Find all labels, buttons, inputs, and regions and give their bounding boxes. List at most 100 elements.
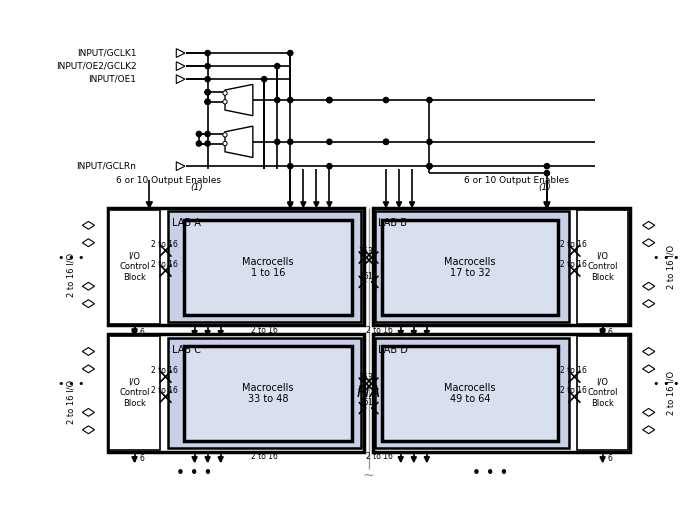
Bar	[109, 210, 160, 324]
Polygon shape	[82, 221, 95, 229]
Polygon shape	[192, 330, 197, 336]
Polygon shape	[424, 330, 430, 336]
Text: 2 to 16: 2 to 16	[560, 260, 586, 269]
Circle shape	[288, 51, 293, 56]
Text: 16: 16	[359, 398, 369, 407]
Text: 2 to 16: 2 to 16	[251, 326, 277, 335]
Circle shape	[427, 163, 432, 169]
Circle shape	[262, 77, 267, 82]
Bar	[373, 334, 630, 452]
Polygon shape	[313, 202, 319, 207]
Text: 2 to 16: 2 to 16	[365, 452, 392, 461]
Text: (1): (1)	[539, 183, 552, 192]
Circle shape	[205, 51, 210, 56]
Text: • • •: • • •	[57, 253, 84, 263]
Bar	[373, 208, 630, 325]
Text: 6 or 10 Output Enables: 6 or 10 Output Enables	[464, 175, 569, 185]
Polygon shape	[383, 202, 389, 207]
Text: LAB A: LAB A	[172, 218, 201, 228]
Polygon shape	[82, 426, 95, 434]
Text: 16: 16	[367, 398, 377, 407]
Text: 2 to 16 I/O: 2 to 16 I/O	[667, 371, 676, 415]
Text: 2 to 16 I/O: 2 to 16 I/O	[66, 253, 75, 298]
Circle shape	[427, 98, 432, 103]
Text: • • •: • • •	[653, 253, 680, 263]
Polygon shape	[327, 202, 332, 207]
Polygon shape	[82, 282, 95, 290]
Polygon shape	[411, 330, 417, 336]
Circle shape	[205, 99, 210, 104]
Bar	[109, 336, 160, 450]
Circle shape	[223, 91, 227, 95]
Circle shape	[205, 132, 210, 137]
Polygon shape	[225, 85, 253, 116]
Polygon shape	[82, 348, 95, 355]
Text: 16: 16	[359, 272, 369, 281]
Circle shape	[197, 141, 201, 146]
Text: I/O
Control
Block: I/O Control Block	[588, 378, 618, 408]
Circle shape	[288, 98, 293, 103]
Bar	[184, 346, 352, 441]
Polygon shape	[176, 75, 185, 84]
Text: • • •: • • •	[57, 379, 84, 389]
Text: 6: 6	[139, 328, 144, 337]
Polygon shape	[424, 457, 430, 462]
Text: LAB D: LAB D	[378, 345, 408, 354]
Text: Macrocells
33 to 48: Macrocells 33 to 48	[242, 383, 294, 405]
Text: 6: 6	[139, 454, 144, 463]
Text: 2 to 16: 2 to 16	[151, 386, 178, 395]
Circle shape	[223, 141, 227, 146]
Polygon shape	[398, 457, 403, 462]
Polygon shape	[643, 282, 655, 290]
Text: • • •: • • •	[653, 379, 680, 389]
Circle shape	[383, 98, 389, 103]
Text: I/O
Control
Block: I/O Control Block	[119, 252, 149, 281]
Polygon shape	[397, 202, 401, 207]
Circle shape	[205, 64, 210, 69]
Text: PIA: PIA	[356, 385, 381, 400]
Polygon shape	[398, 330, 403, 336]
Text: 6 or 10 Output Enables: 6 or 10 Output Enables	[116, 175, 221, 185]
Circle shape	[383, 139, 389, 145]
Text: 2 to 16 I/O: 2 to 16 I/O	[667, 245, 676, 289]
Circle shape	[205, 99, 210, 104]
Text: 36: 36	[359, 373, 369, 382]
Text: 36: 36	[367, 373, 377, 382]
Text: • • •: • • •	[176, 466, 212, 481]
Text: 2 to 16: 2 to 16	[151, 366, 178, 375]
Polygon shape	[146, 202, 152, 208]
Text: INPUT/GCLK1: INPUT/GCLK1	[77, 49, 136, 57]
Circle shape	[327, 163, 332, 169]
Polygon shape	[410, 202, 415, 207]
Circle shape	[327, 98, 332, 103]
Polygon shape	[643, 365, 655, 373]
Circle shape	[327, 139, 332, 145]
Polygon shape	[301, 202, 306, 207]
Polygon shape	[411, 457, 417, 462]
Circle shape	[205, 141, 210, 146]
Bar	[184, 220, 352, 315]
Circle shape	[288, 139, 293, 145]
Circle shape	[327, 98, 332, 103]
Polygon shape	[600, 329, 606, 334]
Polygon shape	[192, 457, 197, 462]
Polygon shape	[218, 330, 224, 336]
Circle shape	[545, 171, 549, 176]
Polygon shape	[643, 408, 655, 417]
Text: 2 to 16: 2 to 16	[560, 386, 586, 395]
Text: Macrocells
49 to 64: Macrocells 49 to 64	[444, 383, 495, 405]
Polygon shape	[288, 202, 293, 207]
Text: 16: 16	[367, 272, 377, 281]
Circle shape	[223, 100, 227, 104]
Polygon shape	[218, 457, 224, 462]
Text: 2 to 16: 2 to 16	[151, 240, 178, 249]
Polygon shape	[82, 365, 95, 373]
Text: (1): (1)	[191, 183, 203, 192]
Polygon shape	[544, 202, 550, 208]
Text: INPUT/OE2/GCLK2: INPUT/OE2/GCLK2	[55, 62, 136, 70]
Polygon shape	[82, 300, 95, 307]
Polygon shape	[545, 203, 549, 208]
Bar	[374, 338, 569, 448]
Polygon shape	[288, 203, 293, 208]
Bar	[577, 336, 628, 450]
